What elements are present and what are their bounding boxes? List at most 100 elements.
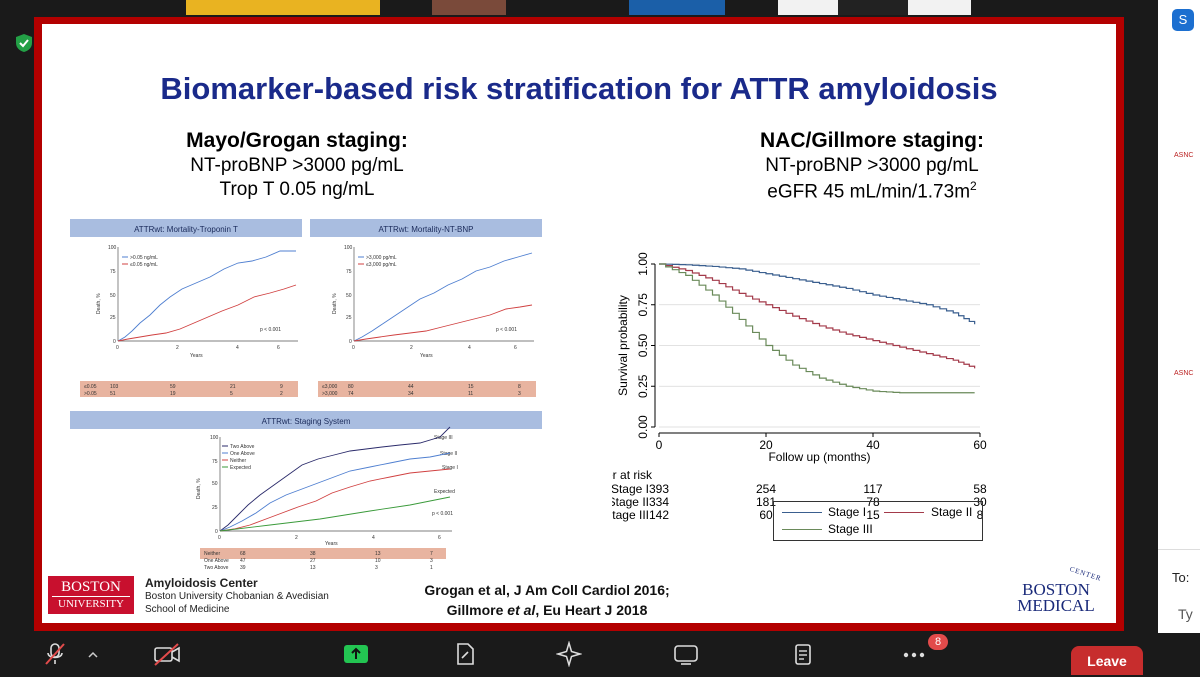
- risk-cell: 74: [348, 391, 354, 397]
- series-line: [659, 263, 975, 394]
- p-value: p < 0.001: [260, 327, 281, 333]
- mayo-mini-charts: ATTRwt: Mortality-Troponin T ATTRwt: Mor…: [70, 219, 542, 559]
- side-app-s-icon[interactable]: S: [1172, 9, 1194, 31]
- risk-cell: >3,000: [322, 391, 338, 397]
- y-tick-label: 0.00: [636, 415, 650, 439]
- legend-item: ≤3,000 pg/mL: [366, 262, 397, 268]
- x-tick: 6: [277, 345, 280, 351]
- citation-line-2: Gillmore et al, Eu Heart J 2018: [446, 602, 648, 618]
- leave-meeting-button[interactable]: Leave: [1071, 646, 1143, 675]
- apps-icon[interactable]: [672, 641, 700, 667]
- y-tick: 25: [110, 315, 116, 321]
- risk-cell: 8: [518, 384, 521, 390]
- x-tick: 2: [176, 345, 179, 351]
- video-off-icon[interactable]: [152, 641, 182, 667]
- more-options-icon[interactable]: [900, 641, 930, 667]
- risk-cell: 3: [430, 558, 433, 564]
- risk-row-label: Stage I: [612, 482, 649, 496]
- series-line: [659, 263, 976, 369]
- y-tick: 75: [212, 459, 218, 465]
- video-thumbnail-1[interactable]: [186, 0, 380, 15]
- mayo-criterion-1: NT-proBNP >3000 pg/mL: [190, 155, 404, 176]
- risk-row-label: Stage III: [612, 508, 649, 522]
- risk-cell: 103: [110, 384, 119, 390]
- x-tick: 4: [468, 345, 471, 351]
- share-screen-icon[interactable]: [342, 641, 370, 667]
- video-thumbnail-2[interactable]: [432, 0, 506, 15]
- legend-item: Neither: [230, 458, 246, 464]
- y-axis-label: Death, %: [196, 478, 202, 499]
- more-notification-badge: 8: [928, 634, 948, 650]
- chat-input[interactable]: Ty: [1178, 606, 1193, 622]
- x-axis-label: Years: [420, 353, 433, 359]
- series-line: [659, 263, 976, 325]
- y-tick: 100: [344, 245, 353, 251]
- risk-cell: 8: [977, 508, 984, 522]
- panel-divider: [1158, 549, 1200, 550]
- chart-legend: Stage I Stage II Stage III: [773, 501, 983, 541]
- risk-cell: 60: [759, 508, 773, 522]
- p-value: p < 0.001: [432, 511, 453, 517]
- risk-cell: 10: [375, 558, 381, 564]
- risk-row-label: Stage II: [612, 495, 649, 509]
- chevron-up-icon[interactable]: [86, 641, 100, 667]
- y-tick-label: 1.00: [636, 252, 650, 276]
- video-thumbnail-4-inner: [838, 0, 908, 15]
- y-tick: 0: [215, 529, 218, 535]
- risk-cell: 51: [110, 391, 116, 397]
- legend-label: Stage II: [931, 505, 973, 519]
- risk-cell: 9: [280, 384, 283, 390]
- asnc-logo: ASNC: [1174, 370, 1194, 377]
- notes-icon[interactable]: [790, 641, 816, 667]
- whiteboard-icon[interactable]: [452, 641, 478, 667]
- x-axis-label: Follow up (months): [768, 450, 870, 464]
- slide-title: Biomarker-based risk stratification for …: [160, 71, 998, 106]
- x-tick: 2: [295, 535, 298, 541]
- risk-cell: 27: [310, 558, 316, 564]
- survival-chart: 0.00 0.25 0.50 0.75 1.00 0 20 40 60 Survival pr…: [612, 252, 987, 522]
- shared-slide: Biomarker-based risk stratification for …: [42, 24, 1116, 623]
- ai-companion-icon[interactable]: [555, 640, 583, 668]
- risk-cell: 15: [866, 508, 880, 522]
- risk-cell: 30: [973, 495, 987, 509]
- y-tick-label: 0.75: [636, 293, 650, 317]
- risk-cell: One Above: [204, 558, 229, 564]
- asnc-logo: ASNC: [1174, 152, 1194, 159]
- risk-cell: 13: [310, 565, 316, 571]
- center-name: Amyloidosis Center: [145, 576, 258, 590]
- y-tick: 100: [108, 245, 117, 251]
- y-tick: 0: [349, 339, 352, 345]
- risk-cell: >0.05: [84, 391, 97, 397]
- staging-chart-title: ATTRwt: Staging System: [262, 417, 351, 426]
- x-tick-label: 60: [973, 438, 987, 452]
- y-tick: 50: [212, 481, 218, 487]
- risk-cell: 59: [170, 384, 176, 390]
- security-shield-icon[interactable]: [13, 32, 35, 54]
- risk-cell: 58: [973, 482, 987, 496]
- legend-label: Stage III: [828, 522, 873, 536]
- y-tick: 75: [110, 269, 116, 275]
- legend-item: ≤0.05 ng/mL: [130, 262, 158, 268]
- risk-cell: 11: [468, 391, 473, 397]
- legend-item: Expected: [230, 465, 251, 471]
- y-tick-label: 0.50: [636, 333, 650, 357]
- risk-cell: 1: [430, 565, 433, 571]
- risk-cell: Two Above: [204, 565, 229, 571]
- staging-risk-table: Neither 68 38 13 7 One Above 47 27 10 3 Two Abov…: [204, 551, 433, 571]
- video-thumbnail-3[interactable]: [629, 0, 725, 15]
- legend-item: One Above: [230, 451, 255, 457]
- legend-line-stage-3: [782, 529, 822, 530]
- risk-cell: 7: [430, 551, 433, 557]
- microphone-muted-icon[interactable]: [42, 641, 68, 667]
- risk-cell: 181: [756, 495, 776, 509]
- x-tick-label: 0: [656, 438, 663, 452]
- bnp-chart-title: ATTRwt: Mortality-NT-BNP: [379, 225, 474, 234]
- center-affiliation: Boston University Chobanian & Avedisian: [145, 591, 329, 602]
- risk-cell: 47: [240, 558, 246, 564]
- x-axis-label: Years: [190, 353, 203, 359]
- risk-cell: 39: [240, 565, 246, 571]
- risk-cell: 334: [649, 495, 669, 509]
- y-axis-label: Death, %: [332, 293, 338, 314]
- stage-label: Expected: [434, 489, 455, 495]
- nac-criterion-2: eGFR 45 mL/min/1.73m2: [767, 179, 977, 203]
